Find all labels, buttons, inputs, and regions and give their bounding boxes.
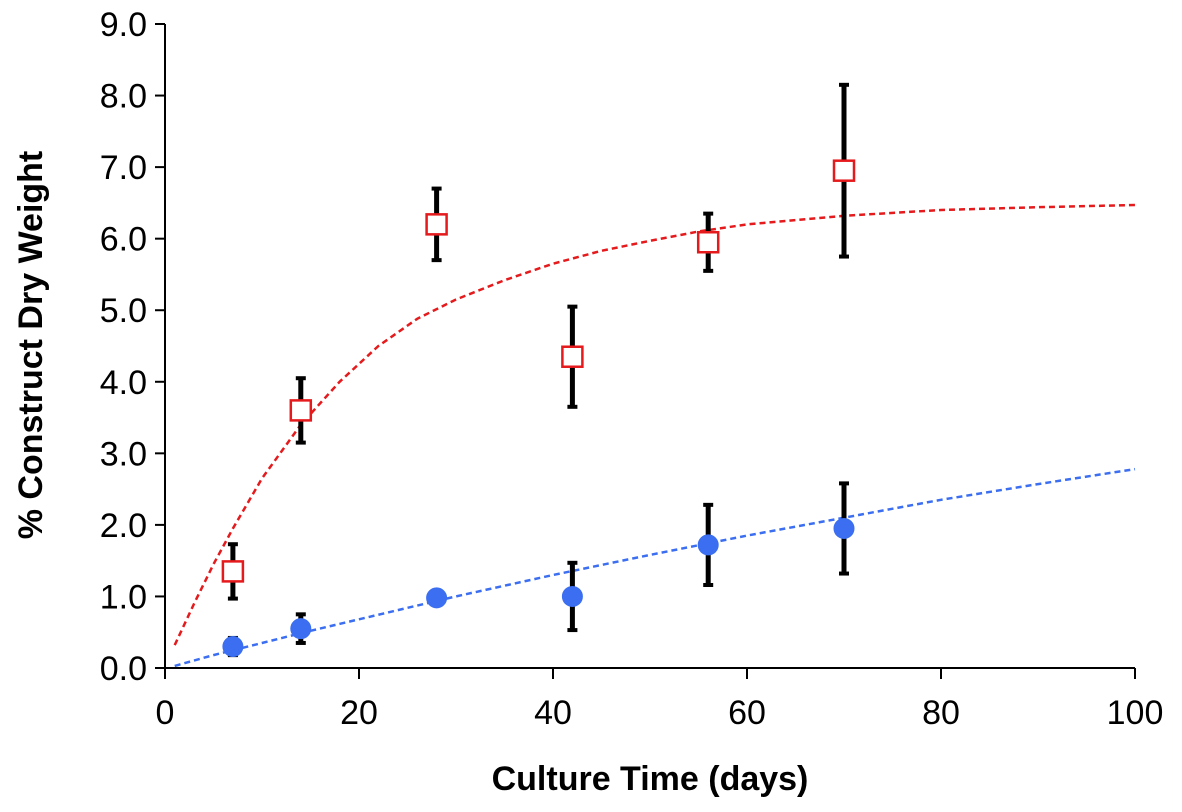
x-axis-title: Culture Time (days) [492,760,809,798]
x-tick-label: 100 [1107,694,1164,732]
trend-lines [173,203,1136,668]
y-tick-label: 5.0 [100,292,147,330]
y-tick-label: 3.0 [100,435,147,473]
data-point-circle [222,636,244,658]
data-point-square [832,159,856,182]
data-point-square [425,213,448,236]
axes: 0.0 1.0 2.0 3.0 4.0 5.0 6.0 7.0 8.0 9.0 0 20 40 60 80 1… [100,6,1164,732]
x-tick-label: 40 [534,694,572,732]
data-point-square [221,560,245,583]
data-point-circle [833,517,855,539]
data-markers [221,159,856,658]
y-tick-label: 2.0 [100,507,147,545]
y-tick-label: 4.0 [100,364,147,402]
x-tick-label: 20 [340,694,378,732]
y-tick-label: 0.0 [100,650,147,688]
y-tick-label: 8.0 [100,78,147,116]
data-point-circle [290,618,312,640]
error-bars [227,82,849,658]
y-tick-label: 7.0 [100,149,147,187]
x-tick-label: 60 [728,694,766,732]
trend-line-1 [173,203,1136,646]
x-tick-label: 0 [156,694,175,732]
data-point-square [696,230,720,254]
y-tick-label: 9.0 [100,6,147,44]
y-tick-label: 6.0 [100,221,147,259]
x-tick-label: 80 [922,694,960,732]
data-point-circle [561,585,583,607]
data-point-square [289,399,313,422]
data-point-circle [426,587,448,609]
y-axis-title: % Construct Dry Weight [12,151,50,540]
trend-line-2 [174,467,1136,668]
data-point-circle [697,534,719,556]
data-point-square [561,345,584,368]
y-tick-label: 1.0 [100,578,147,616]
